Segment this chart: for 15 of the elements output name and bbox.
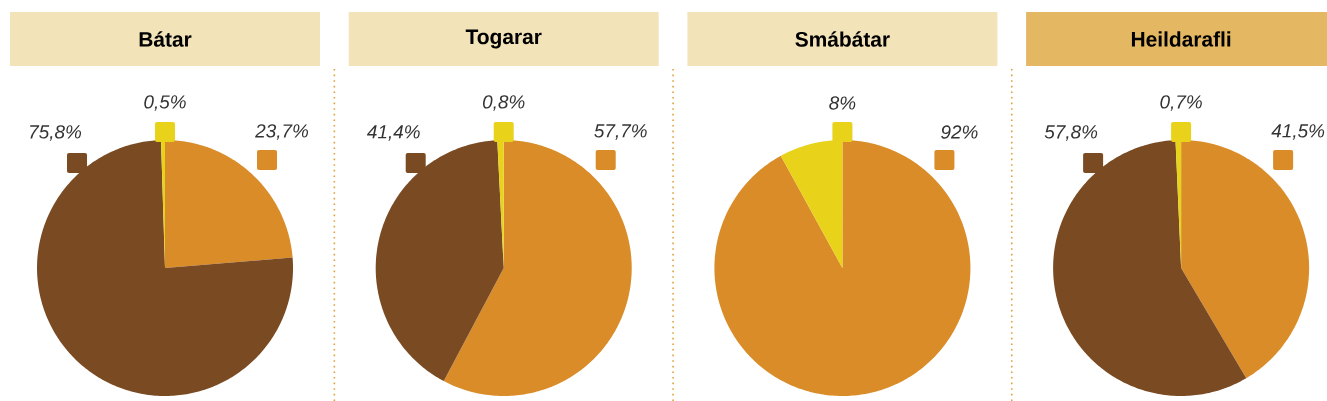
data-label: 92% [941, 125, 978, 139]
data-label: 41,4% [367, 125, 420, 141]
chart-title: Smábátar [795, 31, 890, 47]
data-label: 41,5% [1271, 124, 1325, 140]
data-label: 57,7% [594, 124, 647, 140]
data-label: 8% [829, 96, 856, 110]
data-label: 0,5% [144, 95, 186, 111]
chart-title: Heildarafli [1131, 31, 1231, 47]
data-label: 0,8% [482, 95, 525, 111]
data-label: 75,8% [30, 125, 82, 141]
data-label: 0,7% [1160, 95, 1202, 111]
chart-title: Togarar [465, 29, 542, 49]
chart-title: Bátar [139, 31, 192, 47]
data-label: 23,7% [255, 124, 309, 140]
data-label: 57,8% [1044, 125, 1098, 141]
